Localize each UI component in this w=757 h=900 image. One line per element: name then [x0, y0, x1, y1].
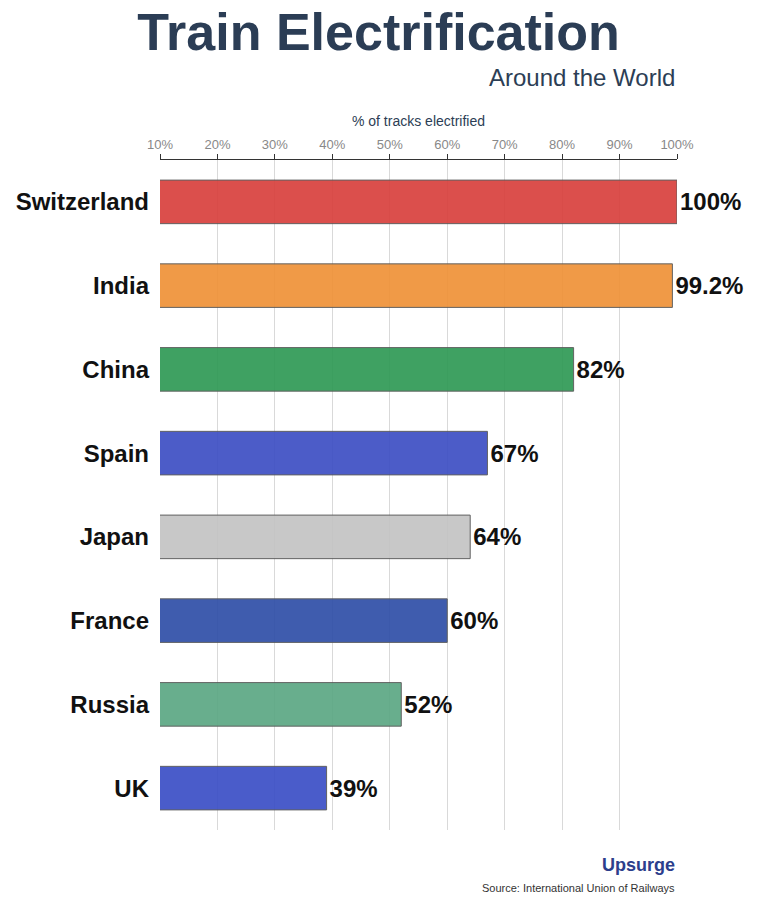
svg-text:Switzerland: Switzerland	[16, 188, 149, 215]
svg-text:Train Electrification: Train Electrification	[137, 3, 620, 61]
svg-text:Source: International Union of: Source: International Union of Railways	[482, 882, 675, 894]
svg-text:50%: 50%	[377, 137, 403, 152]
svg-text:China: China	[82, 356, 149, 383]
svg-text:India: India	[93, 272, 150, 299]
svg-text:France: France	[70, 607, 149, 634]
svg-text:% of tracks electrified: % of tracks electrified	[352, 113, 485, 129]
svg-text:70%: 70%	[492, 137, 518, 152]
svg-text:60%: 60%	[434, 137, 460, 152]
svg-text:60%: 60%	[450, 607, 498, 634]
svg-text:40%: 40%	[319, 137, 345, 152]
svg-text:10%: 10%	[147, 137, 173, 152]
svg-text:90%: 90%	[607, 137, 633, 152]
svg-text:39%: 39%	[330, 775, 378, 802]
svg-text:100%: 100%	[660, 137, 694, 152]
svg-text:80%: 80%	[549, 137, 575, 152]
svg-text:30%: 30%	[262, 137, 288, 152]
svg-text:20%: 20%	[204, 137, 230, 152]
svg-text:UK: UK	[114, 775, 149, 802]
svg-text:67%: 67%	[490, 440, 538, 467]
svg-text:82%: 82%	[577, 356, 625, 383]
svg-text:Russia: Russia	[70, 691, 149, 718]
svg-text:64%: 64%	[473, 523, 521, 550]
svg-text:100%: 100%	[680, 188, 741, 215]
svg-text:Japan: Japan	[80, 523, 149, 550]
svg-text:52%: 52%	[404, 691, 452, 718]
svg-text:Spain: Spain	[84, 440, 149, 467]
svg-text:99.2%: 99.2%	[675, 272, 743, 299]
svg-text:Around the World: Around the World	[489, 64, 675, 91]
svg-text:Upsurge: Upsurge	[602, 855, 675, 875]
